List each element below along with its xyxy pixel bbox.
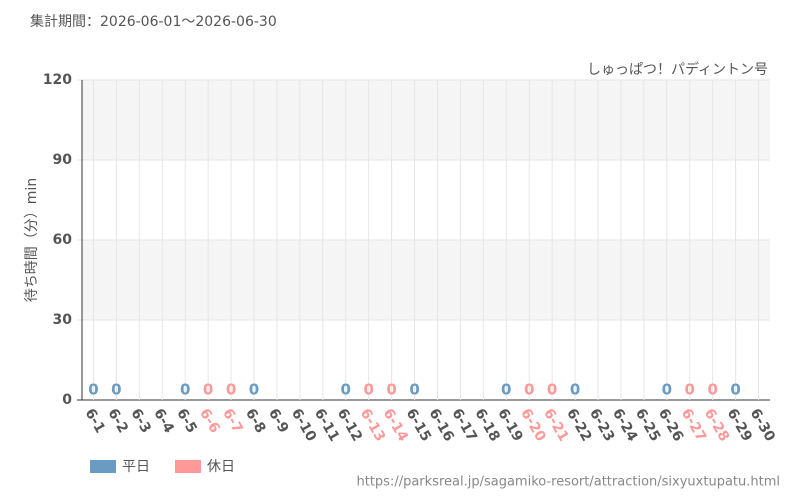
value-label: 0	[88, 381, 98, 399]
value-label: 0	[386, 381, 396, 399]
x-tick-label: 6-6	[196, 406, 223, 436]
chart-subtitle: しゅっぱつ！パディントン号	[587, 61, 768, 78]
footer-url: https://parksreal.jp/sagamiko-resort/att…	[356, 475, 780, 490]
x-tick-label: 6-5	[173, 406, 200, 436]
value-label: 0	[203, 381, 213, 399]
x-tick-label: 6-9	[265, 406, 292, 436]
value-label: 0	[341, 381, 351, 399]
value-label: 0	[111, 381, 121, 399]
y-tick-label: 90	[53, 152, 73, 168]
value-label: 0	[501, 381, 511, 399]
x-tick-label: 6-2	[104, 406, 131, 436]
value-label: 0	[180, 381, 190, 399]
plot-band	[82, 80, 770, 160]
value-label: 0	[524, 381, 534, 399]
legend-swatch	[175, 460, 201, 473]
x-tick-label: 6-7	[219, 406, 246, 436]
value-label: 0	[707, 381, 717, 399]
y-tick-label: 60	[53, 232, 73, 248]
x-tick-label: 6-1	[82, 406, 109, 436]
x-tick-label: 6-4	[150, 406, 177, 436]
x-tick-label: 6-3	[127, 406, 154, 436]
value-label: 0	[249, 381, 259, 399]
value-label: 0	[685, 381, 695, 399]
value-label: 0	[547, 381, 557, 399]
value-label: 0	[570, 381, 580, 399]
x-tick-label: 6-30	[747, 406, 779, 445]
value-label: 0	[409, 381, 419, 399]
y-tick-label: 30	[53, 312, 73, 328]
chart-title: 集計期間：2026-06-01～2026-06-30	[30, 13, 277, 30]
legend-label: 平日	[122, 459, 150, 475]
value-label: 0	[363, 381, 373, 399]
value-label: 0	[662, 381, 672, 399]
legend-swatch	[90, 460, 116, 473]
y-tick-label: 0	[62, 392, 72, 408]
legend-label: 休日	[207, 459, 235, 475]
value-label: 0	[730, 381, 740, 399]
y-tick-label: 120	[43, 72, 72, 88]
plot-band	[82, 240, 770, 320]
y-axis-label: 待ち時間（分）min	[24, 178, 40, 302]
x-tick-label: 6-8	[242, 406, 269, 436]
value-label: 0	[226, 381, 236, 399]
